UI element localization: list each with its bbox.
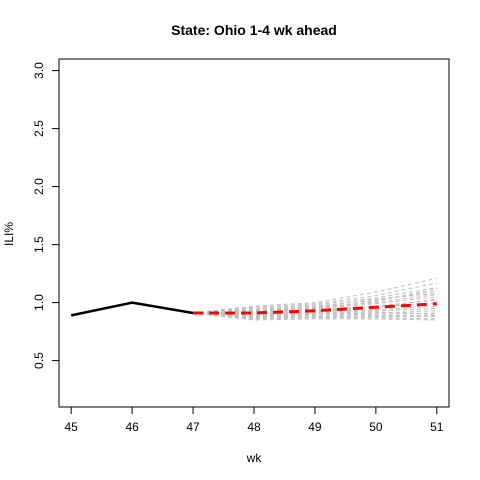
x-tick-label: 50 (369, 420, 383, 434)
forecast-sample-line (193, 312, 437, 321)
y-tick-label: 1.0 (32, 294, 46, 311)
y-tick-label: 3.0 (32, 62, 46, 79)
y-tick-label: 0.5 (32, 352, 46, 369)
plot-layer (70, 277, 437, 321)
x-axis-label: wk (246, 451, 263, 465)
y-tick-label: 2.5 (32, 120, 46, 137)
y-tick-label: 2.0 (32, 178, 46, 195)
forecast-mean-line (193, 302, 437, 315)
forecast-sample-line (193, 287, 437, 314)
observed-series-line (70, 301, 194, 317)
x-tick-label: 51 (430, 420, 444, 434)
forecast-sample-line (193, 312, 437, 319)
x-tick-label: 45 (65, 420, 79, 434)
y-axis-label: ILI% (2, 222, 16, 246)
forecast-sample-line (193, 311, 437, 319)
forecast-sample-line (193, 282, 437, 314)
axes-layer: 45 46 47 48 49 50 51 0.5 1.0 1.5 2.0 2.5 3.0 (32, 62, 444, 434)
forecast-sample-line (193, 312, 437, 318)
forecast-sample-line (193, 292, 437, 314)
chart-title: State: Ohio 1-4 wk ahead (171, 22, 337, 38)
x-tick-label: 49 (308, 420, 322, 434)
y-tick-label: 1.5 (32, 236, 46, 253)
x-tick-label: 47 (186, 420, 200, 434)
forecast-sample-line (193, 312, 437, 320)
x-tick-label: 46 (125, 420, 139, 434)
forecast-sample-line (193, 277, 437, 314)
x-tick-label: 48 (247, 420, 261, 434)
forecast-sample-line (193, 307, 437, 316)
